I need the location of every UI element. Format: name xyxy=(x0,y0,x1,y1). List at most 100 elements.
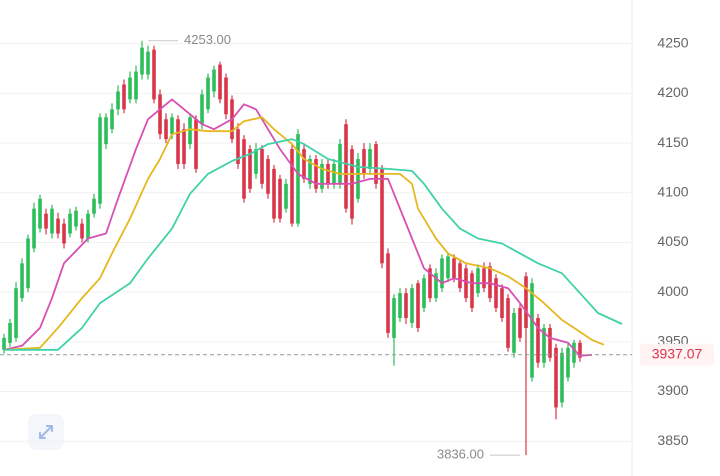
candle-body xyxy=(452,258,456,279)
candle-body xyxy=(428,268,432,299)
candle-body xyxy=(20,263,24,299)
candle-body xyxy=(302,149,306,179)
candle-body xyxy=(170,117,174,135)
moving-average-line xyxy=(3,98,593,357)
candle-body xyxy=(548,327,552,358)
candle-body xyxy=(50,208,54,234)
candle-body xyxy=(404,293,408,318)
candle-body xyxy=(566,347,570,378)
candle-body xyxy=(236,129,240,164)
candle-body xyxy=(242,139,246,199)
candle-body xyxy=(542,327,546,363)
y-tick-label: 4200 xyxy=(657,84,688,100)
max-label: 4253.00 xyxy=(184,32,231,47)
candle-body xyxy=(122,84,126,110)
candle-body xyxy=(188,117,192,145)
candle-body xyxy=(518,308,522,338)
candle-body xyxy=(560,352,564,403)
expand-button[interactable] xyxy=(28,414,64,450)
candle-body xyxy=(296,134,300,224)
candle-body xyxy=(554,347,558,408)
candle-body xyxy=(116,91,120,110)
candle-body xyxy=(32,208,36,249)
candle-body xyxy=(74,210,78,227)
candle-body xyxy=(182,129,186,164)
candle-body xyxy=(224,77,228,115)
candle-body xyxy=(494,278,498,309)
candle-body xyxy=(44,213,48,229)
candle-body xyxy=(356,158,360,199)
candle-body xyxy=(368,149,372,169)
candle-body xyxy=(140,47,144,75)
candle-body xyxy=(506,298,510,348)
candle-body xyxy=(446,256,450,279)
candle-body xyxy=(260,149,264,184)
candle-body xyxy=(458,263,462,289)
last-price-box xyxy=(640,343,714,366)
candle-body xyxy=(500,288,504,318)
candle-body xyxy=(68,213,72,234)
candle-body xyxy=(62,223,66,244)
candle-body xyxy=(410,288,414,323)
candle-body xyxy=(284,183,288,209)
candle-body xyxy=(218,64,222,100)
candle-body xyxy=(26,238,30,289)
candle-body xyxy=(152,49,156,100)
y-tick-label: 4000 xyxy=(657,283,688,299)
candle-body xyxy=(422,278,426,309)
candle-body xyxy=(38,198,42,229)
candle-body xyxy=(572,342,576,363)
candle-body xyxy=(8,322,12,343)
candle-body xyxy=(464,268,468,299)
candle-body xyxy=(524,276,528,328)
plot-area xyxy=(2,40,623,456)
candle-body xyxy=(578,342,582,358)
candle-body xyxy=(80,223,84,239)
candle-body xyxy=(344,124,348,209)
candle-body xyxy=(290,149,294,224)
candle-body xyxy=(386,253,390,333)
y-tick-label: 4050 xyxy=(657,233,688,249)
y-tick-label: 3900 xyxy=(657,382,688,398)
candle-body xyxy=(470,273,474,309)
candle-body xyxy=(248,149,252,189)
candle-body xyxy=(56,218,60,234)
moving-average-line xyxy=(4,138,623,351)
candle-body xyxy=(194,119,198,169)
candle-body xyxy=(254,149,258,174)
candle-body xyxy=(110,109,114,130)
candle-body xyxy=(14,288,18,338)
candle-body xyxy=(212,69,216,92)
candle-body xyxy=(134,71,138,100)
candle-body xyxy=(530,283,534,378)
candle-body xyxy=(308,158,312,184)
candle-body xyxy=(434,273,438,299)
candle-body xyxy=(206,77,210,110)
candle-body xyxy=(332,163,336,184)
candle-body xyxy=(2,337,6,350)
candle-body xyxy=(416,283,420,328)
candle-body xyxy=(440,258,444,289)
moving-average-line xyxy=(3,116,605,351)
candle-body xyxy=(200,94,204,125)
candle-body xyxy=(92,198,96,214)
candle-body xyxy=(146,51,150,75)
candle-body xyxy=(98,117,102,204)
candle-body xyxy=(338,144,342,184)
candle-body xyxy=(278,178,282,219)
candle-body xyxy=(104,117,108,145)
candle-body xyxy=(536,317,540,363)
y-tick-label: 4250 xyxy=(657,34,688,50)
candle-body xyxy=(320,163,324,189)
candle-body xyxy=(392,298,396,338)
candle-body xyxy=(362,149,366,174)
y-tick-label: 4150 xyxy=(657,134,688,150)
candle-body xyxy=(314,158,318,189)
candle-body xyxy=(128,77,132,100)
candle-body xyxy=(176,119,180,164)
candle-body xyxy=(158,94,162,135)
candle-body xyxy=(164,119,168,140)
y-tick-label: 3850 xyxy=(657,432,688,448)
